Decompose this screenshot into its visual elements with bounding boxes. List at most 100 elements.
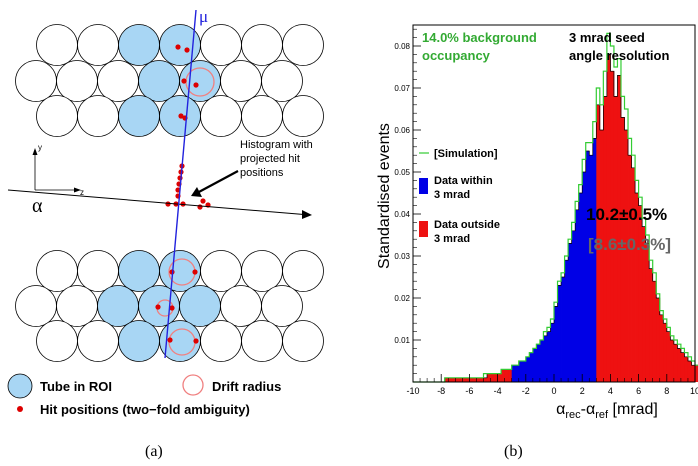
bar-within xyxy=(522,361,527,382)
bar-outside xyxy=(642,226,647,382)
bar-within xyxy=(575,209,580,382)
drift-tube xyxy=(56,285,98,327)
background-occupancy-line: 14.0% background xyxy=(422,30,537,45)
histogram-note-line: projected hit xyxy=(240,153,300,165)
z-axis-mini-label: z xyxy=(80,188,84,197)
drift-tube xyxy=(241,95,283,137)
x-tick-label: -6 xyxy=(465,386,473,396)
bar-outside xyxy=(691,365,696,382)
drift-tube xyxy=(200,250,242,292)
drift-tube xyxy=(200,320,242,362)
drift-tube xyxy=(241,250,283,292)
y-axis-mini-arrow xyxy=(32,148,38,155)
histogram-data xyxy=(413,54,698,383)
drift-tube xyxy=(200,24,242,66)
bar-within xyxy=(554,306,558,382)
muon-track xyxy=(164,9,197,359)
legend-tube-label: Tube in ROI xyxy=(40,379,112,394)
bar-outside xyxy=(479,377,484,382)
drift-tube xyxy=(77,95,119,137)
bar-outside xyxy=(508,369,513,382)
bar-within xyxy=(571,230,576,382)
alpha-label: α xyxy=(32,195,43,217)
drift-tube xyxy=(179,285,221,327)
background-occupancy-text: 14.0% background occupancy xyxy=(422,30,541,63)
bar-outside xyxy=(673,344,678,382)
drift-tube xyxy=(282,95,324,137)
bar-within xyxy=(515,365,520,382)
drift-tube xyxy=(261,285,303,327)
bar-outside xyxy=(659,314,664,382)
drift-tube xyxy=(241,24,283,66)
y-axis-mini-label: y xyxy=(38,143,42,152)
drift-tube xyxy=(36,95,78,137)
x-axis-ticks: -10 -8 -6 -4 -2 0 2 4 6 8 10 xyxy=(406,374,698,396)
bar-outside xyxy=(617,75,622,383)
legend-sim-label: [Simulation] xyxy=(434,148,498,160)
bar-outside xyxy=(635,193,639,382)
legend-outside-icon xyxy=(419,221,428,237)
x-axis-label-sub: ref xyxy=(595,409,609,421)
hit-point xyxy=(167,337,173,343)
bar-within xyxy=(557,285,562,382)
legend-drift-label: Drift radius xyxy=(212,379,281,394)
panel-a: α y z μ Histogram with projected hit pos… xyxy=(7,7,324,460)
bar-outside xyxy=(603,96,608,383)
series-line-simulation xyxy=(413,32,698,383)
bar-outside xyxy=(656,298,661,382)
panel-b: -10 -8 -6 -4 -2 0 2 4 6 8 10 0.010.020.030.040.050… xyxy=(376,24,698,460)
bar-within xyxy=(543,335,548,382)
bar-outside xyxy=(448,377,453,382)
y-tick-label: 0.05 xyxy=(394,168,410,177)
bar-within xyxy=(585,151,590,382)
legend-within-icon xyxy=(419,178,428,194)
drift-tube xyxy=(15,60,57,102)
bar-outside xyxy=(663,323,668,382)
bar-within xyxy=(561,277,565,382)
drift-tube xyxy=(220,60,262,102)
seed-resolution-line: 3 mrad seed xyxy=(569,30,645,45)
bar-outside xyxy=(469,377,474,382)
alpha-arrow-head xyxy=(302,210,312,219)
drift-tube xyxy=(36,24,78,66)
bar-outside xyxy=(666,331,671,382)
drift-tube xyxy=(118,320,160,362)
bar-outside xyxy=(462,377,467,382)
legend-outside-line: Data outside xyxy=(434,219,500,231)
x-tick-label: -2 xyxy=(522,386,530,396)
x-tick-label: 4 xyxy=(608,386,613,396)
hit-point xyxy=(193,338,199,344)
bar-outside xyxy=(631,167,636,382)
y-axis-ticks: 0.01 0.02 0.03 0.04 0.05 0.06 0.07 0.08 xyxy=(394,28,421,374)
x-axis-label-part: [mrad] xyxy=(608,401,658,418)
x-tick-label: -8 xyxy=(437,386,445,396)
x-tick-label: 2 xyxy=(580,386,585,396)
bar-within xyxy=(582,172,587,382)
y-tick-label: 0.03 xyxy=(394,252,410,261)
hit-point xyxy=(181,78,187,84)
legend-tube-icon xyxy=(7,373,33,399)
legend-hit-label: Hit positions (two−fold ambiguity) xyxy=(40,402,250,417)
z-axis-mini-arrow xyxy=(74,187,81,193)
drift-tube xyxy=(77,250,119,292)
bar-outside xyxy=(444,377,449,382)
histogram-pointer-head xyxy=(191,187,202,197)
x-tick-label: 10 xyxy=(690,386,698,396)
drift-tube xyxy=(282,320,324,362)
caption-a: (a) xyxy=(145,443,163,460)
drift-tube xyxy=(282,24,324,66)
drift-tube xyxy=(282,250,324,292)
bar-within xyxy=(546,331,551,382)
legend-within-line: 3 mrad xyxy=(434,189,470,201)
bar-outside xyxy=(680,352,685,382)
drift-tube xyxy=(118,95,160,137)
y-tick-label: 0.02 xyxy=(394,294,410,303)
drift-tube xyxy=(36,250,78,292)
legend-hit-icon xyxy=(17,406,23,412)
drift-tube xyxy=(118,250,160,292)
drift-tube xyxy=(97,285,139,327)
bar-within xyxy=(529,352,534,382)
caption-b: (b) xyxy=(504,443,523,460)
x-axis-label-sub: rec xyxy=(565,409,581,421)
